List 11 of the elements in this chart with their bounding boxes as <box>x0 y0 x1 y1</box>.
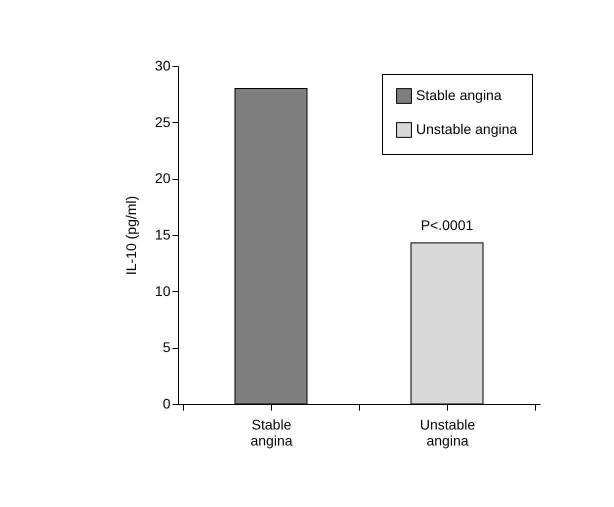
y-tick-label: 20 <box>154 170 171 186</box>
legend-label: Stable angina <box>416 87 502 103</box>
y-tick-label: 5 <box>162 339 171 356</box>
y-tick-label: 0 <box>162 396 171 412</box>
y-tick-label: 10 <box>154 282 171 299</box>
legend-label: Unstable angina <box>416 121 518 137</box>
annotation: P<.0001 <box>420 216 474 233</box>
y-tick-label: 25 <box>154 114 171 130</box>
y-tick-label: 30 <box>154 58 171 74</box>
y-tick-label: 15 <box>154 226 171 242</box>
y-axis-title: IL-10 (pg/ml) <box>122 196 139 276</box>
